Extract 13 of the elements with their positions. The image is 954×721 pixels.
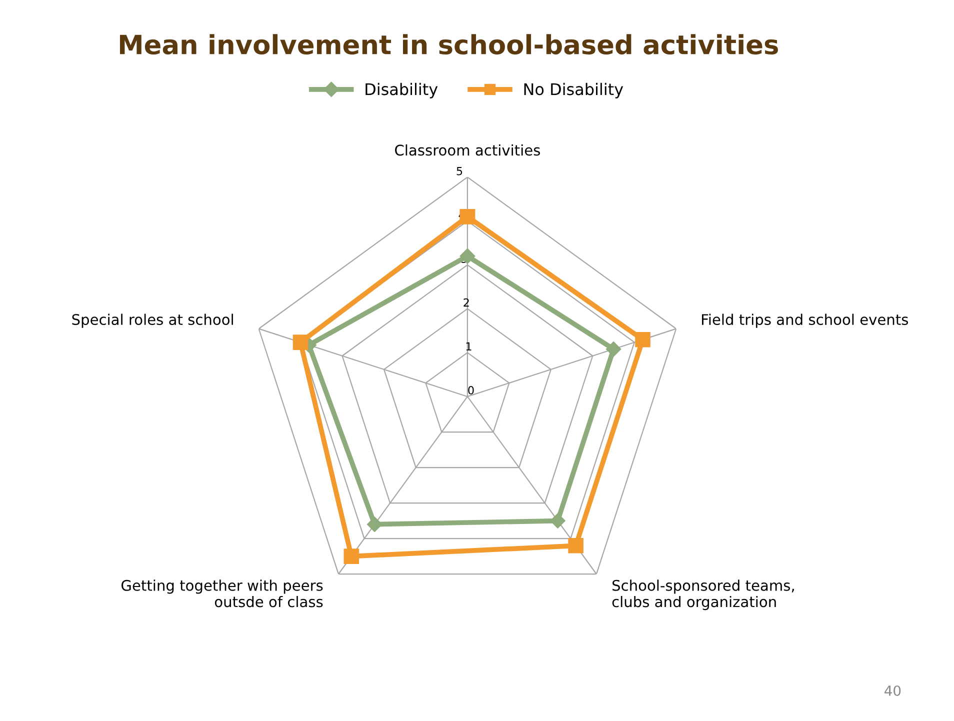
- y-tick-label: 2: [464, 298, 469, 307]
- legend-label: No Disability: [524, 82, 624, 98]
- spoke-label: Getting together with peers outsde of class: [122, 580, 323, 608]
- y-tick-label: 5: [456, 167, 462, 176]
- spoke-label: School-sponsored teams, clubs and organization: [612, 580, 794, 610]
- text: 40: [884, 685, 901, 696]
- legend-label: Disability: [366, 82, 438, 98]
- y-tick-label: 0: [468, 386, 474, 394]
- chart-title: Mean involvement in school-based activities: [120, 34, 778, 55]
- y-tick-label: 1: [466, 342, 472, 350]
- spoke-label: Special roles at school: [72, 314, 233, 328]
- spoke-label: Classroom activities: [395, 144, 540, 156]
- spoke-label: Field trips and school events: [702, 314, 908, 328]
